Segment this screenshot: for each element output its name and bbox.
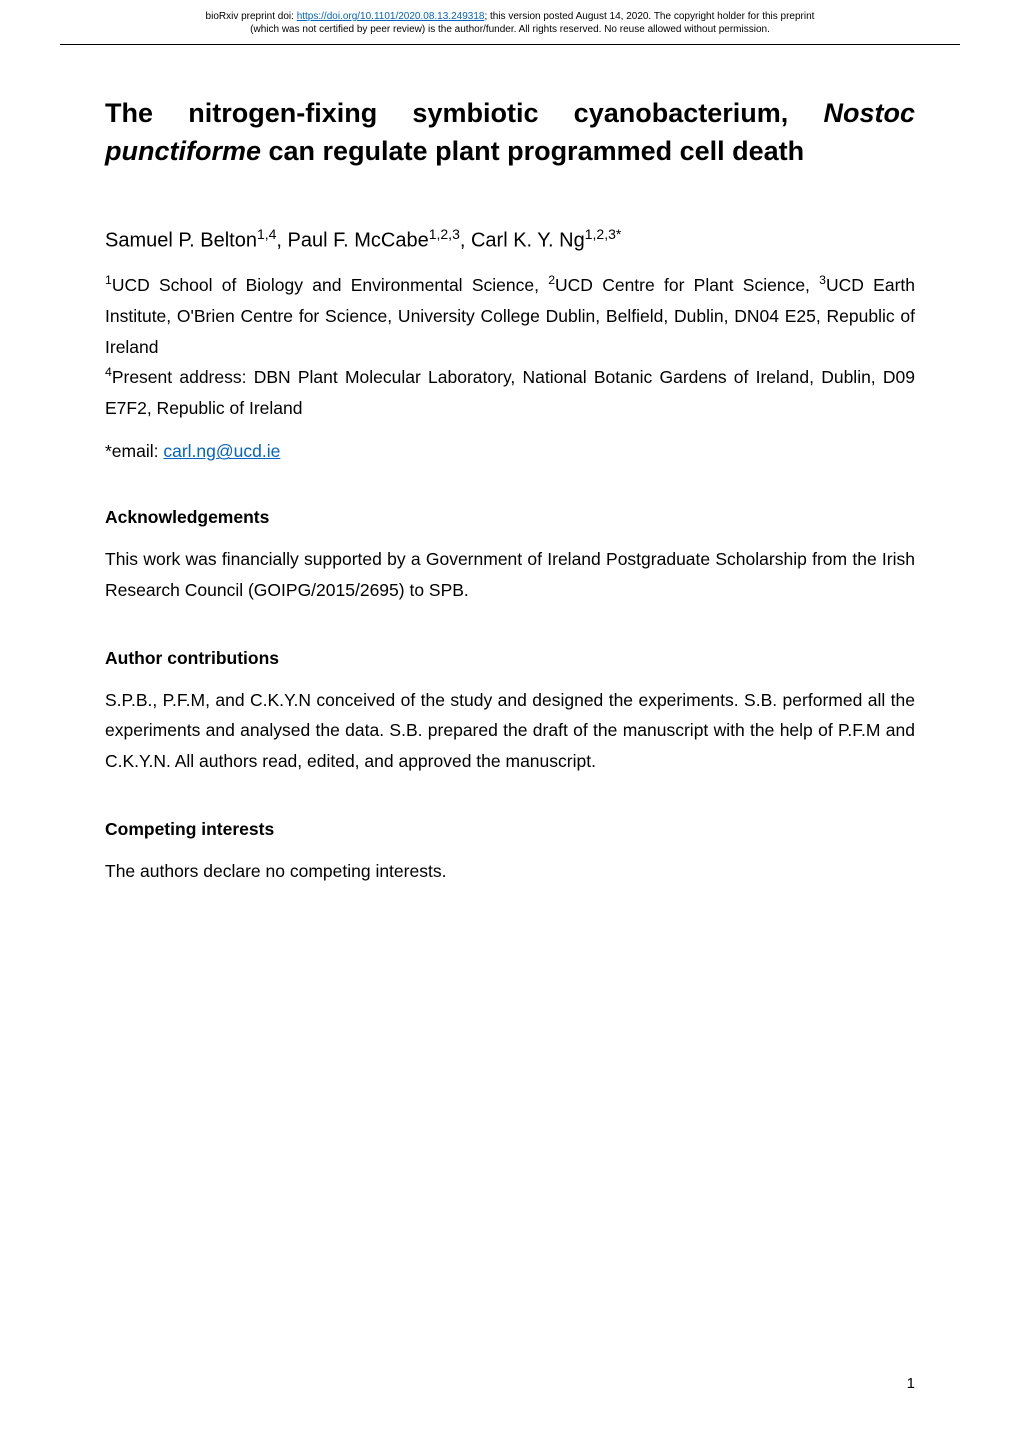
title-part2: can regulate plant programmed cell death — [261, 136, 804, 166]
affiliations-block: 1UCD School of Biology and Environmental… — [105, 270, 915, 423]
affil-4-sup: 4 — [105, 365, 112, 379]
author-2-affil: 1,2,3 — [429, 226, 460, 242]
affil-1-sup: 1 — [105, 273, 112, 287]
email-link[interactable]: carl.ng@ucd.ie — [163, 441, 280, 461]
paper-title: The nitrogen-fixing symbiotic cyanobacte… — [105, 95, 915, 171]
doi-link[interactable]: https://doi.org/10.1101/2020.08.13.24931… — [297, 11, 485, 22]
affil-4-label: Present address: — [112, 367, 254, 387]
preprint-line1-prefix: bioRxiv preprint doi: — [206, 11, 297, 22]
email-prefix: *email: — [105, 441, 163, 461]
author-1-affil: 1,4 — [257, 226, 276, 242]
page-content: The nitrogen-fixing symbiotic cyanobacte… — [0, 45, 1020, 886]
acknowledgements-body: This work was financially supported by a… — [105, 544, 915, 605]
affil-2-text: UCD Centre for Plant Science, — [555, 275, 819, 295]
acknowledgements-heading: Acknowledgements — [105, 507, 915, 528]
page-number: 1 — [907, 1375, 915, 1392]
preprint-line2: (which was not certified by peer review)… — [250, 24, 770, 35]
author-contributions-heading: Author contributions — [105, 648, 915, 669]
competing-interests-body: The authors declare no competing interes… — [105, 856, 915, 887]
affil-1-text: UCD School of Biology and Environmental … — [112, 275, 548, 295]
author-1-name: Samuel P. Belton — [105, 229, 257, 251]
author-3-name: , Carl K. Y. Ng — [460, 229, 585, 251]
author-2-name: , Paul F. McCabe — [276, 229, 428, 251]
title-part1: The nitrogen-fixing symbiotic cyanobacte… — [105, 98, 823, 128]
author-contributions-body: S.P.B., P.F.M, and C.K.Y.N conceived of … — [105, 685, 915, 777]
author-3-affil: 1,2,3* — [585, 226, 622, 242]
preprint-header: bioRxiv preprint doi: https://doi.org/10… — [0, 0, 1020, 40]
authors-line: Samuel P. Belton1,4, Paul F. McCabe1,2,3… — [105, 226, 915, 253]
corresponding-email: *email: carl.ng@ucd.ie — [105, 441, 915, 462]
competing-interests-heading: Competing interests — [105, 819, 915, 840]
affil-2-sup: 2 — [548, 273, 555, 287]
affil-3-sup: 3 — [819, 273, 826, 287]
preprint-line1-suffix: ; this version posted August 14, 2020. T… — [484, 11, 814, 22]
